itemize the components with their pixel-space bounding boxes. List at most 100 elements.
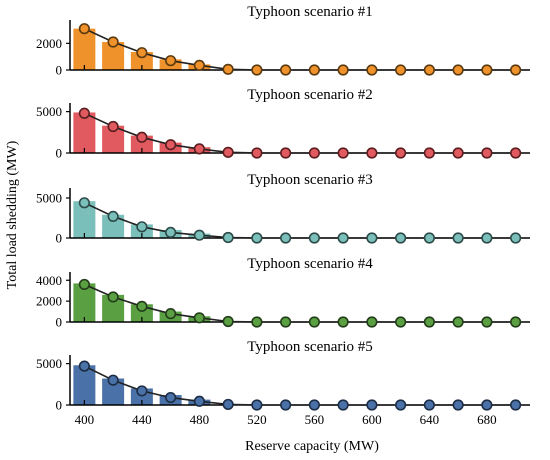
data-point [107,210,119,222]
y-tick-label: 0 [56,231,63,246]
y-tick-label: 5000 [36,191,62,206]
data-point [510,399,522,411]
data-point [222,146,234,158]
y-tick-label: 2000 [36,36,62,51]
series-line [84,27,516,71]
data-point [481,316,493,328]
data-point [395,316,407,328]
data-point [165,55,177,67]
data-point [222,315,234,328]
data-point [423,399,435,411]
data-point [366,64,378,76]
data-point [366,232,378,244]
data-point [222,398,234,411]
data-point [107,374,119,386]
panel-3: Typhoon scenario #3 0 5000 [36,172,530,246]
data-point [337,316,349,328]
data-point [423,147,435,159]
data-point [280,316,292,328]
data-point [510,316,522,328]
data-point [136,385,148,397]
panel-title: Typhoon scenario #5 [247,339,373,355]
data-point [136,131,148,143]
bar [73,112,96,153]
y-tick-label: 5000 [36,104,62,119]
bar [73,365,96,405]
data-point [165,308,177,320]
data-point [366,399,378,411]
data-point [481,64,493,76]
x-tick-label: 560 [305,412,325,427]
data-point [78,197,90,209]
bar [130,304,153,322]
data-point [136,300,148,312]
bar [102,42,125,70]
data-point [395,64,407,76]
y-tick-label: 2000 [36,294,62,309]
bar [73,201,96,238]
bar [102,378,125,405]
y-tick-label: 4000 [36,273,62,288]
data-point [107,36,119,48]
x-tick-label: 680 [477,412,497,427]
data-point [251,232,263,244]
data-point [107,120,119,133]
data-point [222,63,234,75]
panel-title: Typhoon scenario #2 [247,87,373,103]
x-axis-tick-labels: 400 440 480 520 560 600 640 680 [75,412,497,427]
data-point [510,64,522,76]
bar [102,125,125,153]
panel-title: Typhoon scenario #3 [247,172,373,188]
data-point [251,64,263,76]
data-point [251,316,263,328]
data-point [107,291,119,303]
series-line [84,112,516,154]
data-point [308,232,320,244]
data-point [280,232,292,244]
data-point [452,316,464,328]
data-point [308,64,320,76]
x-tick-label: 640 [420,412,440,427]
data-point [510,232,522,244]
bar [73,283,96,322]
x-tick-label: 480 [190,412,210,427]
data-point [165,226,177,238]
data-point [452,147,464,159]
x-tick-label: 520 [247,412,267,427]
panel-5: Typhoon scenario #5 0 5000 [36,339,530,413]
data-point [366,316,378,328]
data-point [337,147,349,159]
x-tick-label: 440 [132,412,152,427]
series-line [84,202,516,239]
data-point [251,147,263,159]
data-point [481,399,493,411]
data-point [423,316,435,328]
data-point [337,399,349,411]
data-point [452,399,464,411]
y-axis-label: Total load shedding (MW) [5,140,20,289]
data-point [193,312,205,324]
data-point [481,147,493,159]
x-tick-label: 600 [362,412,382,427]
data-point [423,64,435,76]
data-point [280,64,292,76]
y-tick-label: 0 [56,63,63,78]
data-point [395,399,407,411]
data-point [251,399,263,411]
panel-title: Typhoon scenario #4 [247,256,373,272]
data-point [510,147,522,159]
data-point [481,232,493,244]
panel-1: Typhoon scenario #1 0 2000 [36,4,530,78]
data-point [78,360,90,372]
bar [102,294,125,322]
x-axis-label: Reserve capacity (MW) [245,439,379,454]
data-point [280,147,292,159]
bar [130,52,153,70]
y-tick-label: 0 [56,315,63,330]
data-point [165,139,177,151]
data-point [136,47,148,59]
data-point [193,395,205,407]
data-point [308,147,320,159]
bar [102,214,125,238]
